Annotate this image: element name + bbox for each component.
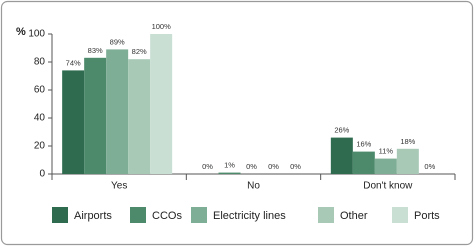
- value-label: 83%: [88, 46, 103, 55]
- y-tick-label: 100: [28, 29, 45, 40]
- legend-swatch: [130, 207, 146, 223]
- legend-swatch: [52, 207, 68, 223]
- x-tick-label: Yes: [111, 181, 127, 192]
- y-axis-label: %: [16, 26, 26, 38]
- value-label: 89%: [110, 37, 125, 46]
- x-tick-label: No: [247, 181, 260, 192]
- bar: [62, 70, 85, 174]
- legend-label: Other: [340, 210, 368, 222]
- value-label: 1%: [224, 161, 235, 170]
- y-tick-label: 20: [34, 141, 46, 152]
- bar: [352, 151, 375, 174]
- value-label: 0%: [424, 162, 435, 171]
- value-label: 0%: [268, 162, 279, 171]
- legend-label: CCOs: [152, 210, 182, 222]
- x-tick-label: Don't know: [363, 181, 413, 192]
- legend-swatch: [318, 207, 334, 223]
- bar: [374, 158, 397, 174]
- bar: [106, 49, 129, 174]
- legend-label: Electricity lines: [213, 210, 286, 222]
- bar: [396, 148, 419, 174]
- value-label: 0%: [202, 162, 213, 171]
- legend-swatch: [191, 207, 207, 223]
- value-label: 26%: [334, 126, 349, 135]
- legend-label: Airports: [74, 210, 112, 222]
- bar: [150, 34, 173, 174]
- y-tick-label: 40: [34, 113, 46, 124]
- value-label: 0%: [246, 162, 257, 171]
- value-label: 74%: [66, 58, 81, 67]
- value-label: 82%: [132, 47, 147, 56]
- bar: [330, 137, 353, 174]
- bar: [128, 59, 151, 175]
- y-tick-label: 60: [34, 85, 46, 96]
- bar: [218, 172, 241, 174]
- y-tick-label: 0: [39, 169, 45, 180]
- value-label: 11%: [379, 147, 394, 156]
- bar: [84, 57, 107, 174]
- value-label: 16%: [356, 140, 371, 149]
- value-label: 18%: [400, 137, 415, 146]
- legend-swatch: [392, 207, 408, 223]
- legend-label: Ports: [414, 210, 440, 222]
- value-label: 0%: [290, 162, 301, 171]
- y-tick-label: 80: [34, 57, 46, 68]
- value-label: 100%: [152, 22, 172, 31]
